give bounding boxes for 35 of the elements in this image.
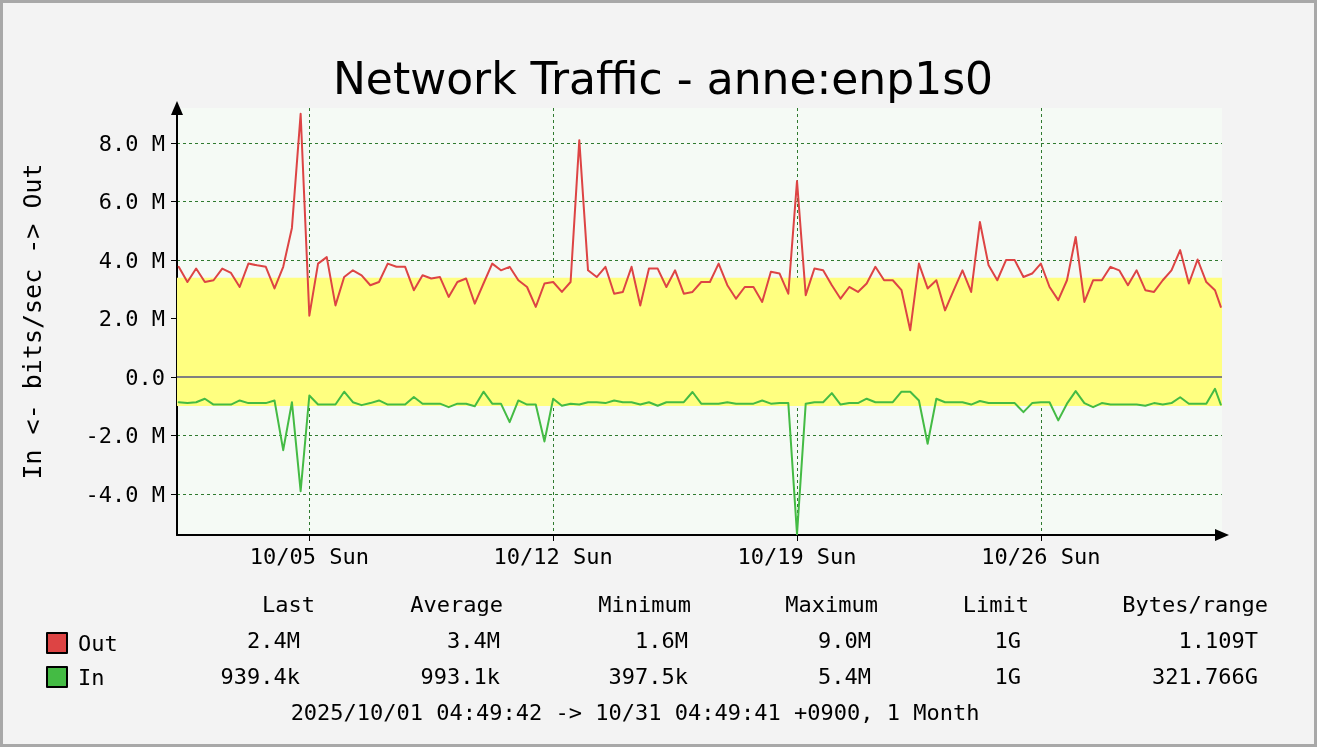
y-tick-label: 8.0 M xyxy=(98,130,165,156)
x-tick-label: 10/26 Sun xyxy=(981,543,1101,569)
text: Bytes/range xyxy=(1122,591,1268,617)
text: 3.4M xyxy=(447,627,500,653)
x-tick-label: 10/05 Sun xyxy=(249,543,369,569)
chart-title: Network Traffic - anne:enp1s0 xyxy=(332,52,994,104)
y-tick-label: 6.0 M xyxy=(98,189,165,215)
text: 1G xyxy=(994,627,1021,653)
line-series xyxy=(177,112,1222,332)
y-tick-label: -2.0 M xyxy=(85,423,165,449)
y-tick-label: -4.0 M xyxy=(85,481,165,507)
y-tick-label: 2.0 M xyxy=(98,306,165,332)
x-tick-label: 10/12 Sun xyxy=(493,543,613,569)
text: 1.6M xyxy=(635,627,688,653)
text: 993.1k xyxy=(420,663,500,689)
text: Limit xyxy=(962,591,1029,617)
text: 321.766G xyxy=(1152,663,1258,689)
legend-label: In xyxy=(78,664,105,690)
y-tick-label: 0.0 xyxy=(125,364,165,390)
text: Last xyxy=(262,591,315,617)
text: 939.4k xyxy=(220,663,300,689)
y-axis-title: In <- bits/sec -> Out xyxy=(18,163,47,480)
text: Average xyxy=(410,591,503,617)
text: 9.0M xyxy=(818,627,871,653)
text: 2025/10/01 04:49:42 -> 10/31 04:49:41 +0900, 1 Month xyxy=(290,699,980,725)
x-tick-label: 10/19 Sun xyxy=(737,543,857,569)
text: 5.4M xyxy=(818,663,871,689)
text: 397.5k xyxy=(608,663,688,689)
y-tick-label: 4.0 M xyxy=(98,247,165,273)
text: 2.4M xyxy=(247,627,300,653)
text: Maximum xyxy=(785,591,878,617)
text: 1G xyxy=(994,663,1021,689)
text: 1.109T xyxy=(1178,627,1258,653)
text: Minimum xyxy=(598,591,691,617)
legend-label: Out xyxy=(78,630,118,656)
